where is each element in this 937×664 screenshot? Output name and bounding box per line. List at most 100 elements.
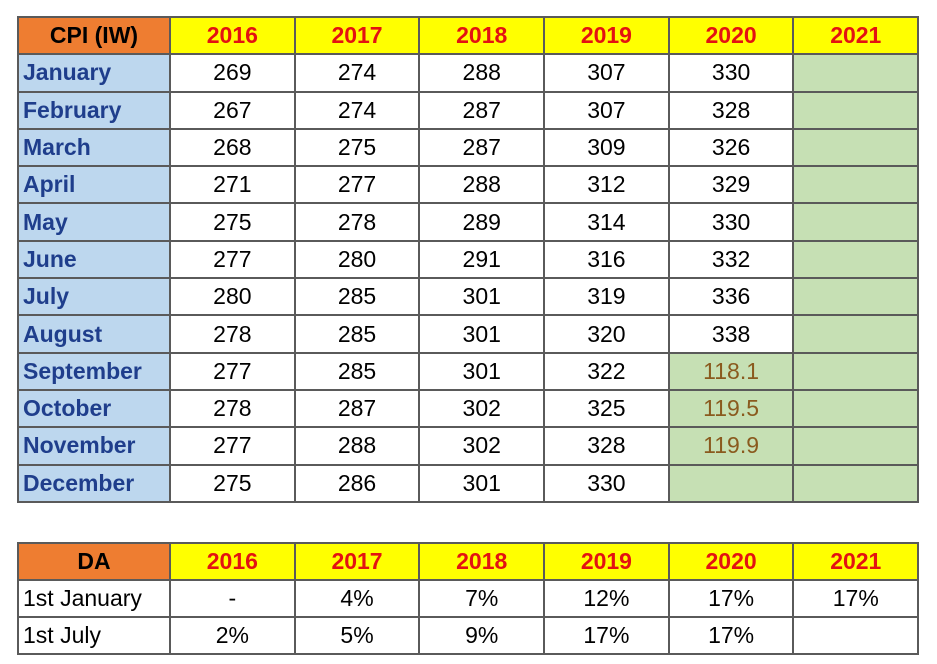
cpi-row: March 268 275 287 309 326 bbox=[17, 127, 920, 168]
da-value-cell: - bbox=[169, 579, 296, 618]
cpi-value-cell: 287 bbox=[418, 127, 546, 168]
cpi-row: May 275 278 289 314 330 bbox=[17, 202, 920, 242]
cpi-value-cell bbox=[792, 127, 920, 168]
cpi-value-cell: 275 bbox=[169, 463, 296, 503]
da-corner-header: DA bbox=[17, 542, 171, 581]
cpi-value-cell: 301 bbox=[418, 463, 546, 503]
cpi-value-cell: 119.5 bbox=[667, 388, 795, 429]
cpi-value-cell: 312 bbox=[543, 165, 670, 205]
cpi-value-cell: 288 bbox=[293, 426, 421, 466]
cpi-value-cell: 330 bbox=[543, 463, 670, 503]
da-value-cell: 17% bbox=[667, 579, 795, 618]
cpi-value-cell: 326 bbox=[667, 127, 795, 168]
cpi-value-cell: 267 bbox=[169, 90, 296, 130]
cpi-value-cell: 302 bbox=[418, 426, 546, 466]
cpi-value-cell: 328 bbox=[667, 90, 795, 130]
da-year-header: 2018 bbox=[418, 542, 546, 581]
cpi-year-header: 2018 bbox=[418, 15, 546, 56]
cpi-value-cell bbox=[792, 463, 920, 503]
cpi-value-cell: 291 bbox=[418, 239, 546, 280]
cpi-value-cell: 285 bbox=[293, 351, 421, 391]
cpi-value-cell: 271 bbox=[169, 165, 296, 205]
cpi-value-cell: 275 bbox=[293, 127, 421, 168]
cpi-value-cell: 301 bbox=[418, 277, 546, 317]
cpi-value-cell: 301 bbox=[418, 351, 546, 391]
cpi-row: June 277 280 291 316 332 bbox=[17, 239, 920, 280]
da-year-header: 2017 bbox=[293, 542, 421, 581]
cpi-value-cell: 277 bbox=[169, 426, 296, 466]
cpi-value-cell: 320 bbox=[543, 314, 670, 354]
da-row: 1st January -4% 7% 12% 17% 17% bbox=[17, 579, 920, 618]
cpi-value-cell: 307 bbox=[543, 90, 670, 130]
cpi-value-cell: 325 bbox=[543, 388, 670, 429]
cpi-value-cell: 322 bbox=[543, 351, 670, 391]
cpi-table: CPI (IW) 2016 2017 2018 2019 2020 2021 J… bbox=[17, 15, 920, 503]
cpi-value-cell: 289 bbox=[418, 202, 546, 242]
cpi-value-cell bbox=[792, 202, 920, 242]
cpi-corner-header: CPI (IW) bbox=[17, 15, 171, 56]
da-value-cell bbox=[792, 616, 920, 655]
cpi-row: November 277 288 302 328 119.9 bbox=[17, 426, 920, 466]
cpi-value-cell: 285 bbox=[293, 277, 421, 317]
month-label: November bbox=[17, 426, 171, 466]
cpi-value-cell: 278 bbox=[293, 202, 421, 242]
da-date-label: 1st July bbox=[17, 616, 171, 655]
da-value-cell: 12% bbox=[543, 579, 670, 618]
da-year-header: 2019 bbox=[543, 542, 670, 581]
cpi-value-cell bbox=[792, 426, 920, 466]
cpi-value-cell bbox=[792, 277, 920, 317]
cpi-value-cell bbox=[792, 53, 920, 93]
cpi-row: January 269 274 288 307 330 bbox=[17, 53, 920, 93]
da-value-cell: 7% bbox=[418, 579, 546, 618]
cpi-year-header: 2021 bbox=[792, 15, 920, 56]
da-year-header: 2016 bbox=[169, 542, 296, 581]
cpi-value-cell: 280 bbox=[293, 239, 421, 280]
cpi-header-row: CPI (IW) 2016 2017 2018 2019 2020 2021 bbox=[17, 15, 920, 56]
cpi-year-header: 2017 bbox=[293, 15, 421, 56]
cpi-value-cell: 277 bbox=[169, 239, 296, 280]
cpi-value-cell: 301 bbox=[418, 314, 546, 354]
cpi-value-cell: 302 bbox=[418, 388, 546, 429]
cpi-value-cell: 278 bbox=[169, 314, 296, 354]
da-value-cell: 2% bbox=[169, 616, 296, 655]
cpi-row: October 278 287 302 325 119.5 bbox=[17, 388, 920, 429]
cpi-value-cell: 277 bbox=[169, 351, 296, 391]
cpi-value-cell: 278 bbox=[169, 388, 296, 429]
cpi-value-cell: 286 bbox=[293, 463, 421, 503]
cpi-row: April 271 277 288 312 329 bbox=[17, 165, 920, 205]
da-value-cell: 17% bbox=[543, 616, 670, 655]
da-row: 1st July 2% 5% 9% 17% 17% bbox=[17, 616, 920, 655]
cpi-row: July 280 285 301 319 336 bbox=[17, 277, 920, 317]
cpi-year-header: 2016 bbox=[169, 15, 296, 56]
cpi-row: September 277 285 301 322 118.1 bbox=[17, 351, 920, 391]
da-value-cell: 5% bbox=[293, 616, 421, 655]
cpi-value-cell bbox=[792, 239, 920, 280]
month-label: February bbox=[17, 90, 171, 130]
da-table: DA 2016 2017 2018 2019 2020 2021 1st Jan… bbox=[17, 542, 920, 655]
cpi-value-cell: 274 bbox=[293, 53, 421, 93]
cpi-value-cell: 307 bbox=[543, 53, 670, 93]
cpi-value-cell: 314 bbox=[543, 202, 670, 242]
cpi-row: August 278 285 301 320 338 bbox=[17, 314, 920, 354]
cpi-row: February 267 274 287 307 328 bbox=[17, 90, 920, 130]
da-header-row: DA 2016 2017 2018 2019 2020 2021 bbox=[17, 542, 920, 581]
cpi-value-cell: 287 bbox=[418, 90, 546, 130]
cpi-value-cell: 287 bbox=[293, 388, 421, 429]
month-label: October bbox=[17, 388, 171, 429]
cpi-value-cell: 330 bbox=[667, 202, 795, 242]
month-label: May bbox=[17, 202, 171, 242]
cpi-value-cell: 336 bbox=[667, 277, 795, 317]
cpi-value-cell bbox=[792, 388, 920, 429]
da-value-cell: 4% bbox=[293, 579, 421, 618]
da-value-cell: 17% bbox=[667, 616, 795, 655]
month-label: December bbox=[17, 463, 171, 503]
da-date-label: 1st January bbox=[17, 579, 171, 618]
cpi-year-header: 2020 bbox=[667, 15, 795, 56]
month-label: March bbox=[17, 127, 171, 168]
cpi-value-cell: 332 bbox=[667, 239, 795, 280]
cpi-value-cell: 288 bbox=[418, 53, 546, 93]
month-label: January bbox=[17, 53, 171, 93]
cpi-value-cell: 269 bbox=[169, 53, 296, 93]
cpi-value-cell: 268 bbox=[169, 127, 296, 168]
cpi-value-cell: 118.1 bbox=[667, 351, 795, 391]
